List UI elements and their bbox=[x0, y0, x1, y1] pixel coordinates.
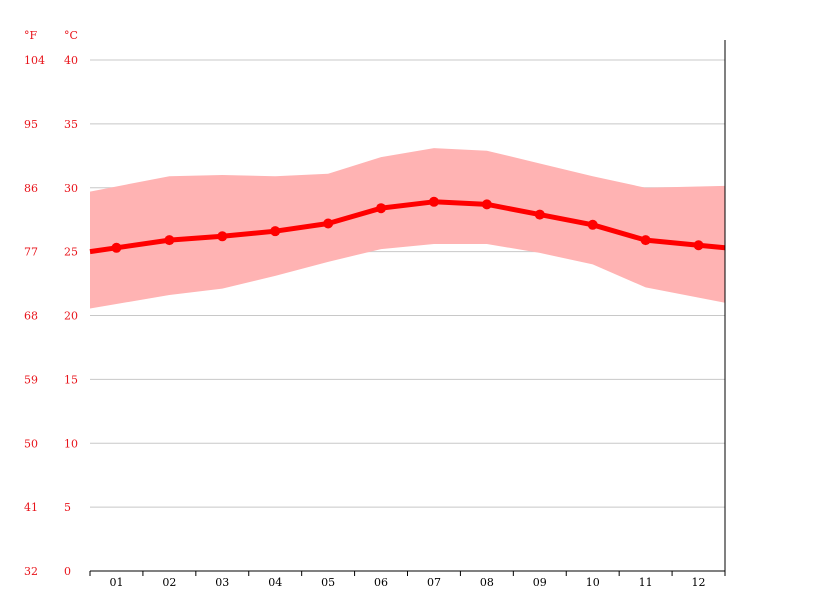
mean-point bbox=[217, 231, 228, 242]
y-tick-f-label: 59 bbox=[24, 373, 38, 386]
x-tick-label: 12 bbox=[692, 576, 706, 589]
mean-point bbox=[323, 218, 334, 229]
mean-point bbox=[270, 226, 281, 237]
x-tick-label: 10 bbox=[586, 576, 600, 589]
x-tick-label: 06 bbox=[374, 576, 388, 589]
mean-point bbox=[428, 196, 439, 207]
y-tick-f-label: 95 bbox=[24, 118, 38, 131]
range-band bbox=[90, 148, 725, 309]
axes bbox=[89, 40, 726, 576]
y-tick-f-label: 41 bbox=[24, 501, 38, 514]
x-tick-label: 07 bbox=[427, 576, 441, 589]
x-tick-label: 11 bbox=[639, 576, 653, 589]
x-tick-label: 09 bbox=[533, 576, 547, 589]
axis-labels: °F °C 0 32 5 41 10 50 15 59 20 68 25 77 30 86 35 95 40 10… bbox=[24, 29, 706, 589]
x-tick-label: 05 bbox=[321, 576, 335, 589]
y-tick-c-label: 20 bbox=[64, 310, 78, 323]
y-tick-c-label: 30 bbox=[64, 182, 78, 195]
mean-point bbox=[111, 242, 122, 253]
y-tick-c-label: 25 bbox=[64, 246, 78, 259]
mean-point bbox=[376, 203, 387, 214]
mean-point bbox=[693, 240, 704, 251]
unit-c-label: °C bbox=[64, 29, 78, 42]
y-tick-c-label: 0 bbox=[64, 565, 71, 578]
unit-f-label: °F bbox=[24, 29, 38, 42]
x-tick-label: 04 bbox=[268, 576, 282, 589]
y-tick-f-label: 68 bbox=[24, 310, 38, 323]
min-max-range-area bbox=[90, 148, 725, 309]
y-tick-c-label: 15 bbox=[64, 373, 78, 386]
y-tick-f-label: 32 bbox=[24, 565, 38, 578]
x-tick-label: 03 bbox=[215, 576, 229, 589]
mean-series bbox=[89, 196, 726, 255]
mean-point bbox=[534, 209, 545, 220]
y-tick-f-label: 50 bbox=[24, 437, 38, 450]
mean-temperature-line bbox=[89, 199, 726, 255]
x-tick-label: 02 bbox=[162, 576, 176, 589]
y-tick-f-label: 77 bbox=[24, 246, 38, 259]
x-tick-label: 08 bbox=[480, 576, 494, 589]
mean-point bbox=[587, 219, 598, 230]
x-tick-label: 01 bbox=[109, 576, 123, 589]
mean-point bbox=[164, 235, 175, 246]
y-tick-f-label: 104 bbox=[24, 54, 45, 67]
y-tick-c-label: 5 bbox=[64, 501, 71, 514]
mean-point bbox=[481, 199, 492, 210]
y-tick-f-label: 86 bbox=[24, 182, 38, 195]
y-tick-c-label: 40 bbox=[64, 54, 78, 67]
y-tick-c-label: 35 bbox=[64, 118, 78, 131]
y-tick-c-label: 10 bbox=[64, 437, 78, 450]
mean-point bbox=[640, 235, 651, 246]
